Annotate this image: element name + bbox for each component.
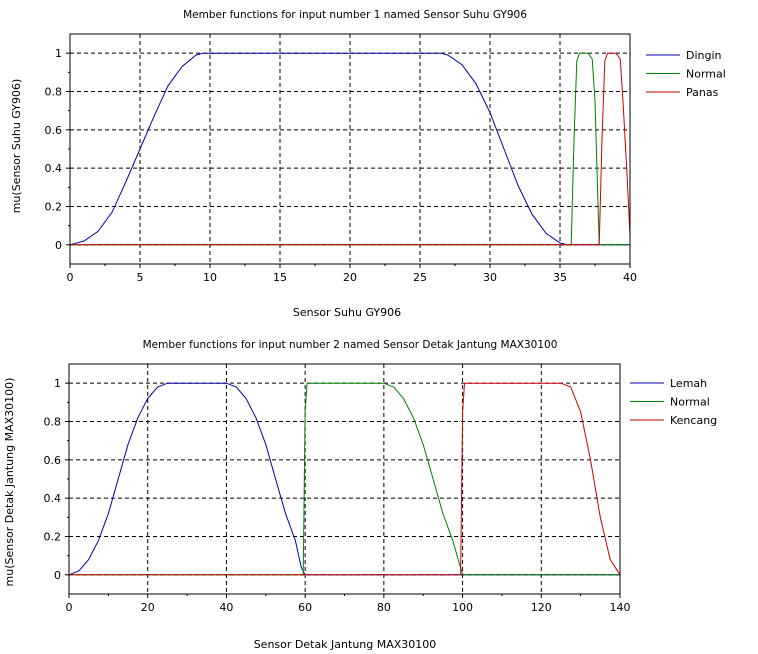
chart-1-grid [70, 34, 630, 264]
chart-2-title: Member functions for input number 2 name… [143, 339, 558, 351]
y-tick-label: 0.6 [44, 454, 62, 467]
chart-2-x-axis-label: Sensor Detak Jantung MAX30100 [254, 638, 437, 651]
chart-1-title: Member functions for input number 1 name… [183, 9, 527, 21]
x-tick-label: 20 [343, 271, 357, 284]
x-tick-label: 120 [531, 601, 552, 614]
x-tick-label: 100 [452, 601, 473, 614]
series-line-normal [69, 382, 620, 576]
y-tick-label: 0.4 [45, 162, 63, 175]
x-tick-label: 35 [553, 271, 567, 284]
x-tick-label: 20 [141, 601, 155, 614]
legend-label: Normal [686, 68, 726, 81]
chart-2-y-axis-label: mu(Sensor Detak Jantung MAX30100) [3, 378, 16, 587]
legend-label: Normal [670, 396, 710, 409]
legend-label: Dingin [686, 49, 722, 62]
chart-1-x-axis-label: Sensor Suhu GY906 [293, 306, 401, 319]
x-tick-label: 10 [203, 271, 217, 284]
series-line-kencang [69, 382, 621, 576]
chart-1-series [69, 52, 631, 246]
chart-1: Member functions for input number 1 name… [10, 9, 726, 319]
x-tick-label: 5 [137, 271, 144, 284]
chart-1-ticks: 0 5 10 15 20 25 30 35 40 0 0.2 0.4 0.6 0.8 1 [45, 47, 638, 284]
series-line-lemah [68, 382, 620, 576]
chart-2-plot-frame [68, 363, 621, 595]
x-tick-label: 30 [483, 271, 497, 284]
x-tick-label: 40 [623, 271, 637, 284]
chart-2-legend: Lemah Normal Kencang [630, 377, 717, 427]
chart-1-y-axis-label: mu(Sensor Suhu GY906) [10, 79, 23, 214]
x-tick-label: 0 [66, 601, 73, 614]
y-tick-label: 0 [55, 239, 62, 252]
x-tick-label: 15 [273, 271, 287, 284]
chart-2-series [68, 382, 621, 576]
x-tick-label: 80 [377, 601, 391, 614]
y-tick-label: 1 [55, 47, 62, 60]
series-line-normal [70, 52, 630, 246]
y-tick-label: 1 [54, 377, 61, 390]
y-tick-label: 0.2 [44, 531, 62, 544]
y-tick-label: 0 [54, 569, 61, 582]
chart-1-legend: Dingin Normal Panas [646, 49, 726, 99]
chart-2-grid [69, 364, 620, 594]
legend-label: Lemah [670, 377, 707, 390]
y-tick-label: 0.4 [44, 492, 62, 505]
legend-label: Panas [686, 86, 719, 99]
x-tick-label: 40 [219, 601, 233, 614]
y-tick-label: 0.6 [45, 124, 63, 137]
y-tick-label: 0.8 [44, 416, 62, 429]
series-line-panas [70, 52, 631, 246]
x-tick-label: 140 [610, 601, 631, 614]
y-tick-label: 0.8 [45, 86, 63, 99]
chart-2-ticks: 0 20 40 60 80 100 120 140 0 0.2 0.4 0.6 0.8 1 [44, 377, 631, 614]
x-tick-label: 0 [67, 271, 74, 284]
x-tick-label: 60 [298, 601, 312, 614]
series-line-dingin [69, 52, 630, 246]
x-tick-label: 25 [413, 271, 427, 284]
legend-label: Kencang [670, 414, 717, 427]
y-tick-label: 0.2 [45, 201, 63, 214]
chart-2: Member functions for input number 2 name… [3, 339, 717, 651]
